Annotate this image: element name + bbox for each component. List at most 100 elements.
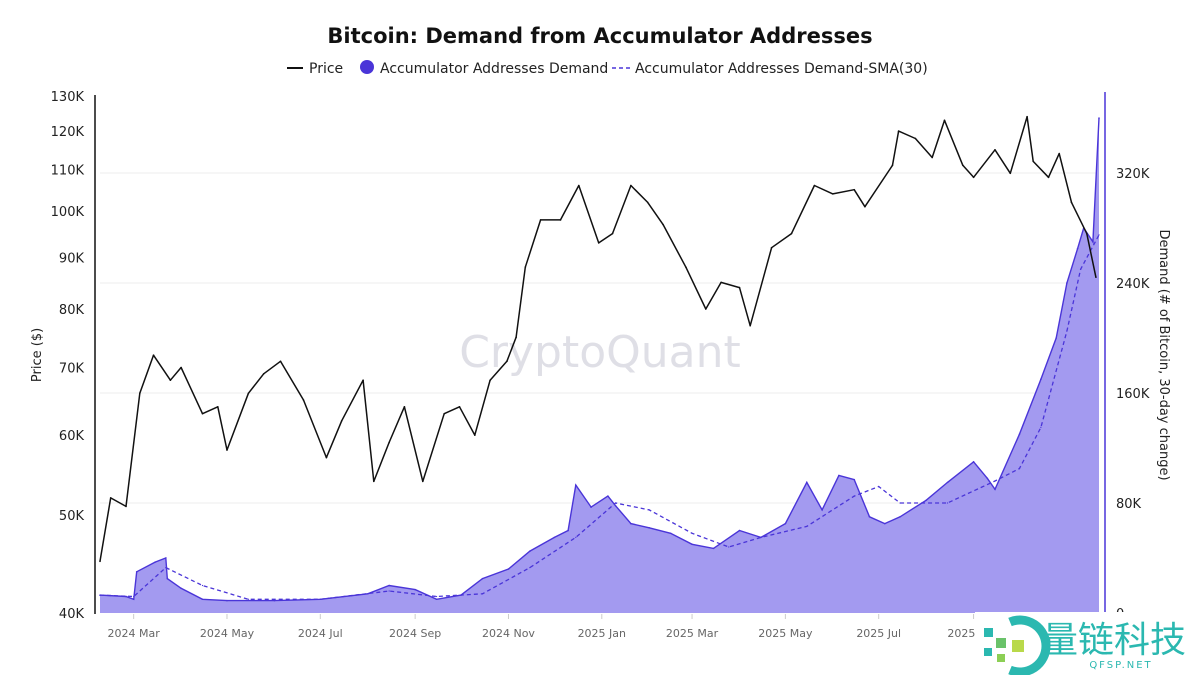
price-point	[1070, 201, 1073, 204]
left-tick-label: 70K	[59, 362, 85, 377]
logo-mark-icon	[984, 615, 1051, 677]
demand-point	[972, 460, 975, 463]
x-tick-label: 2024 Sep	[389, 627, 441, 640]
demand-point	[1076, 247, 1079, 250]
legend-label-price: Price	[309, 61, 343, 77]
price-point	[340, 419, 343, 422]
demand-point	[180, 587, 182, 590]
price-point	[489, 379, 491, 382]
right-tick-label: 320K	[1116, 167, 1150, 182]
sma-point	[853, 495, 855, 497]
sma-point	[1040, 426, 1042, 428]
demand-point	[925, 499, 927, 502]
sma-point	[806, 525, 808, 527]
price-point	[611, 232, 614, 235]
sma-point	[388, 590, 390, 592]
demand-point	[1098, 117, 1100, 119]
demand-line	[99, 117, 1100, 602]
demand-point	[1055, 337, 1057, 339]
demand-point	[838, 474, 840, 477]
demand-point	[691, 543, 693, 546]
price-point	[403, 406, 406, 408]
demand-point	[784, 522, 787, 525]
price-point	[597, 242, 600, 244]
demand-point	[805, 481, 808, 484]
sma-point	[994, 480, 996, 482]
demand-point	[590, 506, 592, 508]
demand-point	[884, 522, 886, 525]
demand-point	[125, 595, 127, 598]
left-axis-ticks: 40K 50K 60K 70K 80K 90K 100K 110K 120K 130K	[51, 90, 85, 622]
price-point	[138, 392, 141, 395]
price-point	[279, 360, 282, 363]
price-point	[559, 219, 562, 221]
price-point	[169, 379, 172, 382]
price-point	[99, 560, 101, 563]
sma-point	[614, 502, 617, 504]
price-point	[422, 480, 424, 483]
demand-point	[607, 495, 609, 497]
price-point	[388, 441, 390, 444]
demand-point	[899, 515, 901, 518]
plot-area	[99, 115, 1100, 613]
demand-point	[553, 536, 556, 539]
sma-point	[648, 509, 650, 511]
x-tick-label: 2024 Jul	[298, 627, 343, 640]
demand-point	[853, 478, 856, 481]
demand-point	[986, 477, 989, 480]
demand-point	[226, 599, 228, 602]
price-point	[247, 392, 250, 395]
price-point	[443, 412, 446, 415]
legend-item-demand[interactable]: Accumulator Addresses Demand	[360, 60, 608, 77]
demand-point	[388, 584, 390, 587]
legend-label-demand: Accumulator Addresses Demand	[380, 61, 608, 77]
price-point	[539, 219, 542, 221]
left-tick-label: 60K	[59, 429, 85, 444]
x-tick-label: 2024 May	[200, 627, 255, 640]
price-point	[962, 164, 964, 167]
sma-point	[201, 584, 204, 587]
price-point	[1095, 276, 1097, 279]
price-point	[152, 354, 155, 356]
sma-point	[760, 536, 762, 538]
legend: Price Accumulator Addresses Demand Accum…	[287, 60, 928, 77]
sma-point	[946, 502, 949, 504]
demand-point	[273, 599, 276, 602]
watermark: CryptoQuant	[459, 327, 741, 378]
demand-point	[166, 577, 169, 580]
demand-point	[868, 515, 871, 518]
price-point	[216, 406, 219, 408]
demand-point	[366, 592, 369, 595]
price-point	[1047, 176, 1050, 179]
demand-point	[1040, 378, 1042, 381]
legend-item-sma[interactable]: Accumulator Addresses Demand-SMA(30)	[612, 61, 928, 77]
sma-point	[1098, 234, 1100, 236]
left-tick-label: 90K	[59, 251, 85, 266]
price-point	[994, 148, 996, 151]
demand-point	[738, 529, 741, 532]
demand-point	[712, 547, 715, 550]
legend-item-price[interactable]: Price	[287, 61, 343, 77]
demand-point	[567, 529, 569, 532]
demand-point	[529, 550, 531, 552]
demand-point	[481, 577, 484, 580]
sma-point	[691, 532, 693, 534]
x-axis-ticks: 2024 Mar 2024 May 2024 Jul 2024 Sep 2024 Nov…	[108, 614, 1000, 640]
price-point	[770, 246, 773, 249]
price-point	[474, 434, 476, 436]
sma-point	[1080, 268, 1082, 270]
demand-point	[1092, 240, 1094, 243]
price-point	[1058, 152, 1061, 155]
price-point	[705, 308, 707, 310]
sma-point	[247, 598, 249, 600]
sma-point	[319, 598, 321, 600]
x-tick-label: 2025 Mar	[666, 627, 719, 640]
price-point	[720, 281, 722, 284]
demand-point	[630, 522, 632, 525]
price-point	[853, 188, 856, 191]
left-tick-label: 80K	[59, 303, 85, 318]
sma-point	[435, 595, 438, 598]
logo-text: 量链科技	[1042, 620, 1186, 661]
price-point	[662, 223, 664, 226]
